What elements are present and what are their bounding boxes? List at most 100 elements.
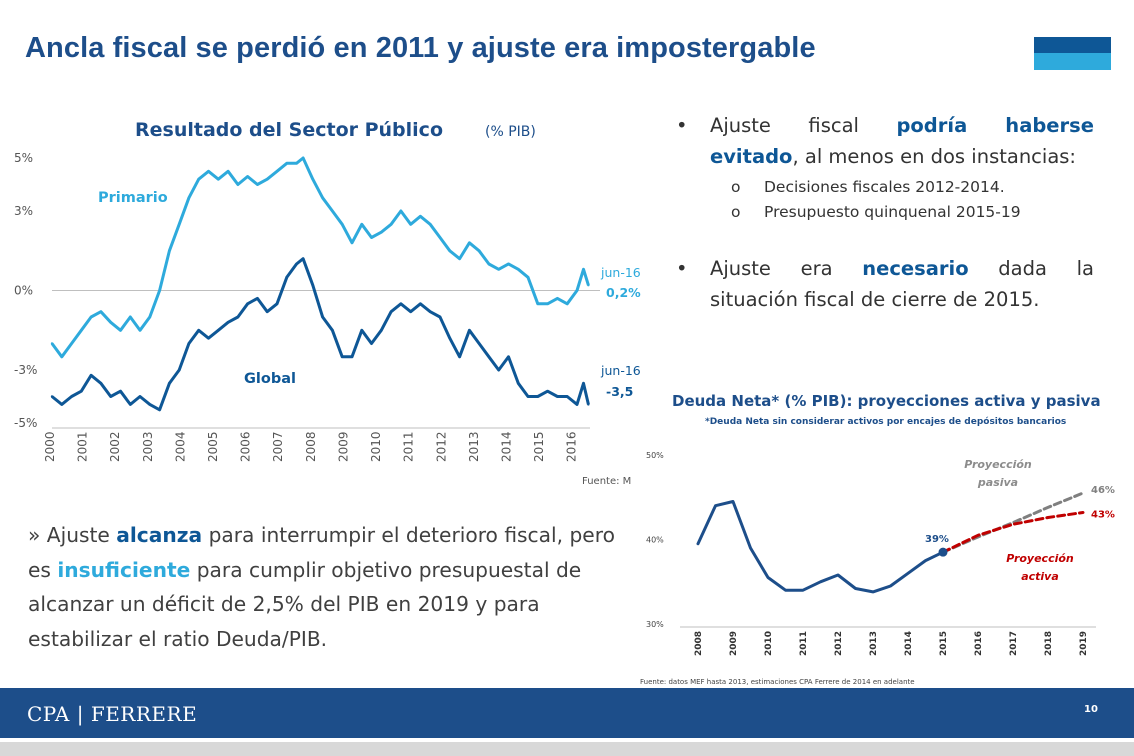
x-tick-label: 2015: [532, 431, 546, 462]
data-point: [158, 408, 161, 411]
conclusion-note: » Ajuste alcanza para interrumpir el det…: [28, 518, 618, 656]
data-point: [217, 329, 220, 332]
data-point: [109, 321, 112, 324]
footer-stripe: [0, 742, 1134, 756]
data-point: [468, 329, 471, 332]
data-point: [129, 403, 132, 406]
data-point: [565, 395, 569, 398]
data-point: [50, 342, 54, 345]
x-tick-label: 2010: [764, 631, 774, 656]
data-point: [438, 315, 442, 319]
data-point: [168, 382, 171, 385]
y-tick-label: -3%: [14, 363, 37, 377]
x-tick-label: 2008: [304, 431, 318, 462]
end-date-label: jun-16: [600, 265, 641, 280]
data-point: [109, 395, 112, 398]
sub-bullet-item: o Presupuesto quinquenal 2015-19: [676, 197, 1094, 228]
x-tick-label: 2014: [904, 631, 914, 656]
x-tick-label: 2006: [239, 431, 253, 462]
data-point: [507, 262, 510, 266]
data-point: [331, 329, 334, 332]
annotation-activa: Proyección: [1006, 552, 1074, 565]
x-tick-label: 2004: [173, 431, 187, 462]
bullet-highlight: necesario: [862, 257, 969, 280]
data-point: [536, 302, 540, 305]
bullet-text: Ajuste era: [710, 257, 863, 280]
footer-bar: CPA | FERRERE 10: [0, 688, 1134, 738]
y-tick-label: 30%: [646, 620, 664, 629]
data-point: [370, 236, 373, 239]
data-point: [331, 209, 334, 213]
note-text: para interrumpir el deterioro fiscal, pe…: [28, 523, 615, 582]
data-point: [119, 329, 122, 332]
bullet-item: • Ajuste fiscal podría haberse evitado, …: [676, 110, 1094, 172]
annotation-pasiva: pasiva: [977, 476, 1018, 489]
x-tick-label: 2010: [369, 431, 383, 462]
data-point: [275, 170, 279, 173]
bullet-dot-icon: •: [676, 257, 688, 280]
data-point: [168, 249, 171, 252]
x-tick-label: 2008: [694, 631, 704, 656]
y-tick-label: 5%: [14, 151, 33, 165]
data-point: [340, 223, 344, 226]
data-point: [409, 223, 412, 226]
data-point: [497, 368, 500, 372]
bullet-list: • Ajuste fiscal podría haberse evitado, …: [676, 110, 1094, 315]
data-point: [285, 162, 288, 165]
end-value-label: -3,5: [606, 384, 633, 399]
series-label-primario: Primario: [98, 190, 168, 206]
y-tick-label: 0%: [14, 284, 33, 298]
end-value-label: 43%: [1091, 509, 1115, 520]
data-point: [138, 395, 142, 398]
data-point: [458, 257, 461, 260]
data-point: [129, 315, 132, 319]
x-tick-label: 2009: [336, 431, 350, 462]
x-tick-label: 2009: [729, 631, 739, 656]
data-point: [256, 297, 259, 300]
data-point: [487, 262, 491, 266]
data-point: [226, 321, 230, 324]
data-point: [438, 236, 442, 239]
data-point: [582, 382, 585, 385]
data-point: [556, 297, 559, 300]
x-tick-label: 2018: [1044, 631, 1054, 656]
data-point: [197, 329, 200, 332]
circle-bullet-icon: o: [731, 203, 741, 221]
data-point: [266, 310, 269, 313]
data-point: [80, 329, 83, 332]
data-point: [99, 310, 103, 313]
series-line-deuda-neta: [696, 500, 945, 594]
x-tick-label: 2011: [799, 631, 809, 656]
data-point: [419, 215, 422, 218]
company-logo: CPA | FERRERE: [27, 702, 198, 726]
bullet-dot-icon: •: [676, 114, 688, 137]
x-tick-label: 2007: [271, 431, 285, 462]
bullet-text: dada la situación fiscal de cierre de 20…: [710, 257, 1094, 311]
y-tick-label: 3%: [14, 204, 33, 218]
x-tick-label: 2017: [1009, 631, 1019, 656]
annotation-activa: activa: [1021, 570, 1059, 583]
x-tick-label: 2016: [565, 431, 579, 462]
data-point: [429, 223, 432, 226]
data-point: [582, 268, 585, 271]
data-point: [246, 175, 249, 178]
page-number: 10: [1084, 704, 1098, 715]
data-point: [546, 302, 549, 305]
data-point: [380, 329, 383, 332]
chart1-source: Fuente: M: [582, 476, 631, 487]
note-arrow: »: [28, 523, 47, 547]
data-point: [409, 310, 412, 313]
end-value-label: 0,2%: [606, 285, 641, 300]
data-point: [207, 170, 210, 173]
data-point: [565, 302, 569, 305]
chart2-title: Deuda Neta* (% PIB): proyecciones activa…: [672, 392, 1101, 410]
data-point: [448, 249, 451, 252]
fiscal-result-chart: Resultado del Sector Público (% PIB) Fue…: [14, 119, 641, 487]
circle-bullet-icon: o: [731, 178, 741, 196]
data-point: [177, 223, 181, 226]
x-tick-label: 2001: [76, 431, 90, 462]
data-point: [60, 355, 63, 358]
end-value-label: 46%: [1091, 485, 1115, 496]
data-point: [177, 368, 181, 372]
data-point: [575, 289, 579, 292]
